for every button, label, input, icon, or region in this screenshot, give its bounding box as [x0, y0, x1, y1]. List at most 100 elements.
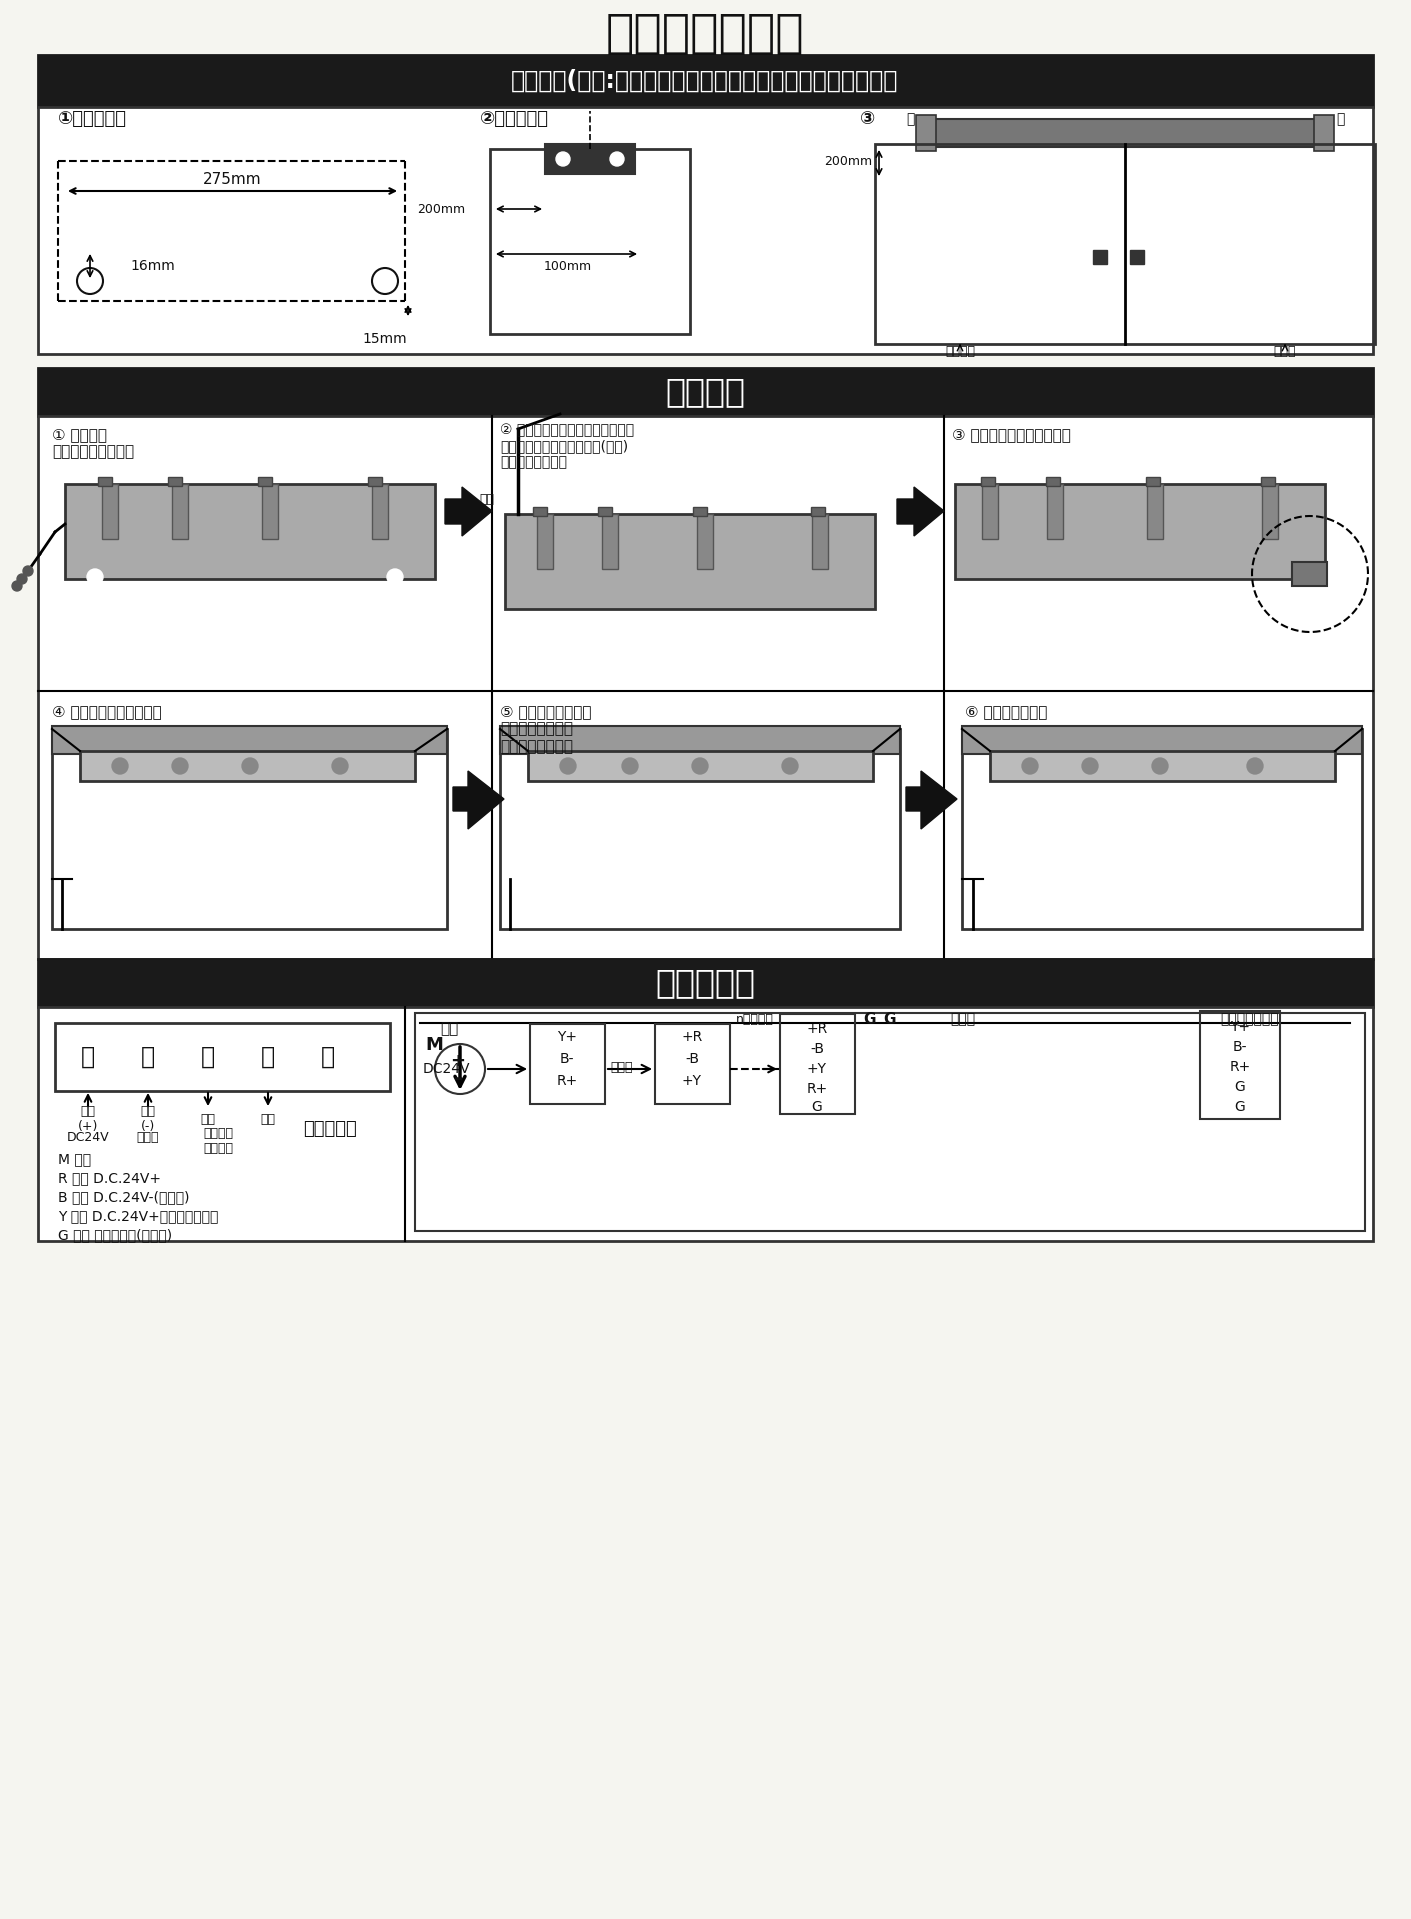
Circle shape	[387, 570, 404, 585]
Bar	[1047, 484, 1062, 539]
Text: ④ 机体的安装（上门框）: ④ 机体的安装（上门框）	[52, 704, 162, 720]
Bar	[780, 1013, 855, 1115]
Text: ③ 反转支臂并紧固支臂螺丝: ③ 反转支臂并紧固支臂螺丝	[952, 428, 1071, 441]
Bar	[65, 484, 435, 580]
Circle shape	[332, 758, 349, 773]
Text: 安装与接线步骤: 安装与接线步骤	[605, 12, 804, 56]
Text: -B: -B	[684, 1052, 698, 1065]
Text: 100mm: 100mm	[543, 259, 593, 272]
Text: 绿: 绿	[261, 1046, 275, 1069]
Bar	[38, 1007, 1373, 1242]
Text: 反馈: 反馈	[440, 1021, 459, 1036]
Circle shape	[87, 570, 103, 585]
Bar	[368, 478, 382, 486]
Bar	[1146, 478, 1160, 486]
Text: +R: +R	[682, 1031, 703, 1044]
Bar	[1292, 562, 1326, 585]
Text: 黄: 黄	[200, 1046, 214, 1069]
Bar	[168, 478, 182, 486]
Text: 275mm: 275mm	[203, 171, 261, 186]
Polygon shape	[906, 771, 957, 829]
Text: 最后关闭防火门: 最后关闭防火门	[1221, 1011, 1278, 1027]
Circle shape	[610, 152, 624, 167]
Bar	[55, 1023, 389, 1092]
Text: 串联时接
下一红线: 串联时接 下一红线	[203, 1126, 233, 1155]
Bar	[38, 416, 1373, 960]
Bar	[38, 960, 1373, 1007]
Bar	[38, 107, 1373, 353]
Text: G: G	[1235, 1080, 1246, 1094]
Bar	[505, 514, 875, 608]
Text: B-: B-	[560, 1052, 574, 1065]
Text: 15mm: 15mm	[363, 332, 408, 345]
Text: 转动轴: 转动轴	[1274, 345, 1297, 357]
Circle shape	[17, 574, 27, 583]
Text: ②支臂槽开孔: ②支臂槽开孔	[480, 109, 549, 129]
Circle shape	[243, 758, 258, 773]
Text: ① 卸下支臂
（出厂时已装配好）: ① 卸下支臂 （出厂时已装配好）	[52, 428, 134, 459]
Circle shape	[622, 758, 638, 773]
Text: 右: 右	[1336, 111, 1345, 127]
Text: n个单扇门: n个单扇门	[737, 1013, 775, 1025]
Text: ⑥ 检测效果并接线: ⑥ 检测效果并接线	[965, 704, 1047, 720]
Bar	[38, 56, 1373, 107]
Text: 门转动轴: 门转动轴	[945, 345, 975, 357]
Polygon shape	[897, 487, 944, 535]
Text: 无源信号线: 无源信号线	[303, 1121, 357, 1138]
Text: 红: 红	[80, 1046, 95, 1069]
Bar	[1046, 478, 1060, 486]
Text: -: -	[453, 1069, 463, 1088]
Text: 安装步骤: 安装步骤	[665, 376, 745, 409]
Bar	[991, 750, 1335, 781]
Text: R+: R+	[556, 1075, 577, 1088]
Text: R 红线 D.C.24V+: R 红线 D.C.24V+	[58, 1171, 161, 1186]
Bar	[38, 368, 1373, 416]
Text: -B: -B	[810, 1042, 824, 1055]
Circle shape	[1082, 758, 1098, 773]
Bar	[598, 507, 612, 516]
Text: 信号线: 信号线	[950, 1011, 975, 1027]
Circle shape	[1247, 758, 1263, 773]
Bar	[172, 484, 188, 539]
Text: G: G	[811, 1100, 823, 1115]
Text: 接线图指导: 接线图指导	[655, 967, 755, 1000]
Text: 黑: 黑	[141, 1046, 155, 1069]
Bar	[52, 725, 447, 754]
Text: 输入
(+): 输入 (+)	[78, 1105, 99, 1132]
Text: 开孔规格(注、:闭门器轴头必须与门转动轴同一垂直线安装）: 开孔规格(注、:闭门器轴头必须与门转动轴同一垂直线安装）	[511, 69, 899, 92]
Bar	[981, 478, 995, 486]
Bar	[955, 484, 1325, 580]
Bar	[875, 144, 1374, 344]
Polygon shape	[444, 487, 492, 535]
Bar	[545, 144, 635, 175]
Bar	[930, 119, 1321, 148]
Text: ② 装上温感玻璃球后，拉复位杆，
再用支臂调节钮头摆动方向(后拉)
至支臂与机体平行: ② 装上温感玻璃球后，拉复位杆， 再用支臂调节钮头摆动方向(后拉) 至支臂与机体…	[499, 422, 634, 470]
Bar	[1147, 484, 1163, 539]
Text: R+: R+	[806, 1082, 828, 1096]
Bar	[693, 507, 707, 516]
Text: Y+: Y+	[557, 1031, 577, 1044]
Circle shape	[111, 758, 128, 773]
Text: DC24V: DC24V	[423, 1061, 470, 1077]
Circle shape	[782, 758, 799, 773]
Bar	[1261, 484, 1278, 539]
Bar	[538, 514, 553, 570]
Bar	[602, 514, 618, 570]
Text: Y+: Y+	[1230, 1021, 1250, 1034]
Bar	[499, 729, 900, 929]
Polygon shape	[453, 771, 504, 829]
Bar	[52, 729, 447, 929]
Text: +R: +R	[806, 1023, 828, 1036]
Bar	[531, 1025, 605, 1103]
Text: M: M	[425, 1036, 443, 1054]
Bar	[490, 150, 690, 334]
Text: G 绿线 无源信号线(开关式): G 绿线 无源信号线(开关式)	[58, 1228, 172, 1242]
Text: G: G	[1235, 1100, 1246, 1115]
Text: G: G	[883, 1011, 896, 1027]
Text: Y 黄线 D.C.24V+串联下一个红线: Y 黄线 D.C.24V+串联下一个红线	[58, 1209, 219, 1222]
Bar	[528, 750, 873, 781]
Bar	[655, 1025, 729, 1103]
Bar	[97, 478, 111, 486]
Bar	[1130, 249, 1144, 265]
Circle shape	[1151, 758, 1168, 773]
